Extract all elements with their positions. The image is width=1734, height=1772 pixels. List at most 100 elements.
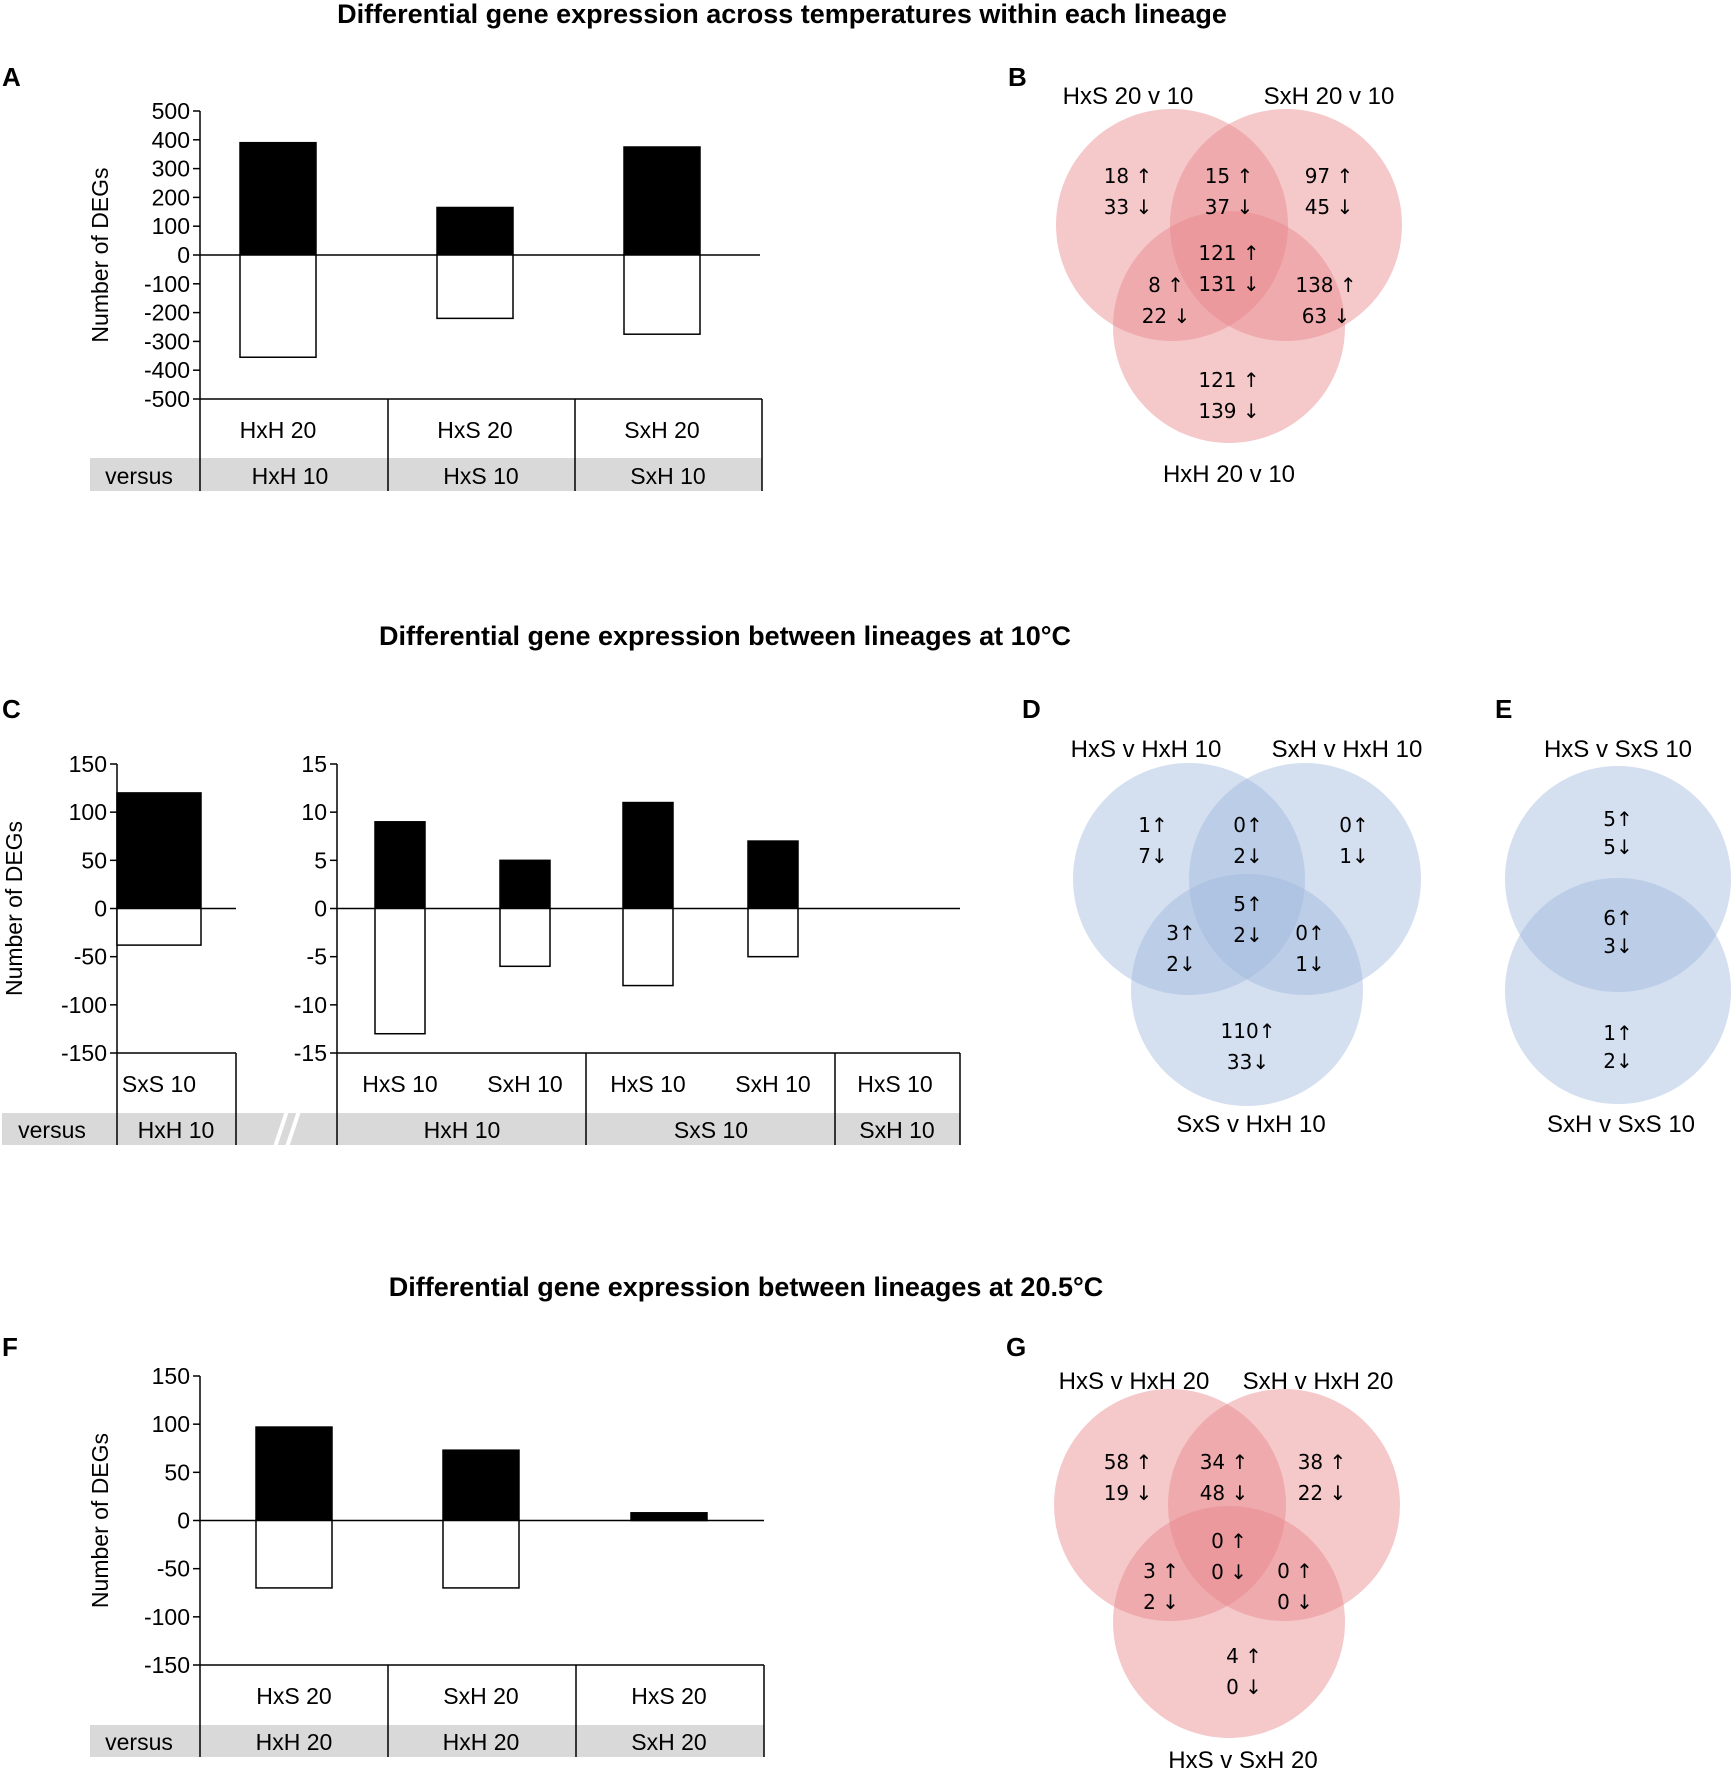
versus-label: versus: [105, 463, 173, 489]
versus-category-label: HxH 20: [443, 1729, 520, 1755]
venn-set-label: HxS v HxH 10: [1071, 736, 1222, 763]
versus-category-label: HxH 20: [256, 1729, 333, 1755]
venn-circle-2: [1170, 109, 1402, 341]
bar-up: [239, 141, 317, 256]
versus-category-label: HxH 10: [424, 1117, 501, 1143]
y-tick-label: 0: [177, 1508, 190, 1534]
category-label: SxS 10: [122, 1071, 196, 1097]
bar-down: [374, 907, 426, 1035]
y-tick-label: 50: [164, 1459, 190, 1485]
y-axis-label: Number of DEGs: [87, 1433, 113, 1608]
bar-down: [436, 254, 514, 320]
panel-label-G: G: [1006, 1332, 1026, 1362]
venn-diagram-G: HxS v HxH 20 SxH v HxH 20 HxS v SxH 20 58 ↑…: [1054, 1368, 1400, 1772]
venn-region-count: 1↓: [1295, 952, 1324, 976]
venn-region-count: 34 ↑: [1200, 1450, 1249, 1474]
venn-circle-1: [1056, 109, 1288, 341]
venn-set-label: SxH 20 v 10: [1264, 83, 1395, 110]
category-label: SxH 10: [487, 1071, 562, 1097]
venn-region-count: 0 ↓: [1211, 1560, 1247, 1584]
category-label: SxH 20: [624, 417, 699, 443]
venn-circle-1: [1073, 763, 1305, 995]
y-tick-label: 50: [81, 847, 107, 873]
versus-category-label: SxH 10: [859, 1117, 934, 1143]
y-tick-label: -500: [144, 386, 190, 412]
y-tick-label: -200: [144, 300, 190, 326]
panel-label-E: E: [1495, 694, 1512, 724]
bar-up: [499, 859, 551, 910]
category-label: HxS 20: [437, 417, 512, 443]
venn-circle-1: [1054, 1389, 1286, 1621]
venn-region-count: 1↑: [1138, 813, 1167, 837]
venn-region-count: 0↑: [1233, 813, 1262, 837]
venn-region-count: 1↓: [1339, 844, 1368, 868]
bar-down: [747, 907, 799, 958]
versus-row-shade: [338, 1113, 960, 1145]
bar-up: [630, 1512, 708, 1522]
y-tick-label: 15: [301, 751, 327, 777]
y-tick-label: 300: [152, 156, 190, 182]
venn-region-count: 15 ↑: [1205, 164, 1254, 188]
bar-up: [623, 146, 701, 256]
venn-region-count: 38 ↑: [1298, 1450, 1347, 1474]
panel-label-F: F: [2, 1332, 18, 1362]
venn-region-count: 3 ↑: [1143, 1559, 1179, 1583]
y-tick-label: -100: [144, 1604, 190, 1630]
venn-region-count: 0↑: [1295, 921, 1324, 945]
title-top: Differential gene expression across temp…: [337, 0, 1227, 29]
y-tick-label: 100: [152, 1411, 190, 1437]
venn-region-count: 18 ↑: [1104, 164, 1153, 188]
venn-region-count: 5↑: [1233, 892, 1262, 916]
category-label: HxS 20: [631, 1683, 706, 1709]
venn-circle-2: [1168, 1389, 1400, 1621]
y-tick-label: 5: [314, 847, 327, 873]
y-tick-label: 10: [301, 799, 327, 825]
versus-category-label: SxH 20: [631, 1729, 706, 1755]
venn-region-count: 3↓: [1603, 934, 1632, 958]
axis-break-mark: [273, 1110, 289, 1148]
panel-label-B: B: [1008, 62, 1027, 92]
venn-region-count: 97 ↑: [1305, 164, 1354, 188]
venn-region-count: 4 ↑: [1226, 1644, 1262, 1668]
panel-label-C: C: [2, 694, 21, 724]
bar-chart-F: 150 100 50 0 -50 -100 -150 Number of DEGs HxS 20…: [87, 1363, 765, 1757]
bar-up: [436, 206, 514, 256]
bar-down: [622, 907, 674, 987]
venn-region-count: 37 ↓: [1205, 195, 1254, 219]
venn-region-count: 2 ↓: [1143, 1590, 1179, 1614]
title-bottom: Differential gene expression between lin…: [389, 1272, 1104, 1302]
y-tick-label: -5: [307, 944, 327, 970]
y-tick-label: 100: [152, 213, 190, 239]
venn-region-count: 22 ↓: [1142, 304, 1191, 328]
y-tick-label: 400: [152, 127, 190, 153]
venn-region-count: 121 ↑: [1198, 368, 1259, 392]
venn-region-count: 8 ↑: [1148, 273, 1184, 297]
bar-up: [747, 840, 799, 910]
versus-category-label: SxS 10: [674, 1117, 748, 1143]
bar-down: [499, 907, 551, 968]
category-label: HxS 20: [256, 1683, 331, 1709]
bar-down: [255, 1519, 333, 1589]
venn-set-label: HxH 20 v 10: [1163, 461, 1295, 488]
venn-region-count: 5↑: [1603, 807, 1632, 831]
category-label: HxS 10: [362, 1071, 437, 1097]
y-tick-label: -400: [144, 357, 190, 383]
venn-region-count: 19 ↓: [1104, 1481, 1153, 1505]
venn-set-label: SxH v HxH 10: [1272, 736, 1423, 763]
category-label: HxS 10: [610, 1071, 685, 1097]
y-tick-label: 500: [152, 98, 190, 124]
venn-diagram-E: HxS v SxS 10 SxH v SxS 10 5↑ 5↓ 6↑ 3↓ 1↑ 2↓: [1505, 736, 1731, 1138]
venn-set-label: SxH v SxS 10: [1547, 1111, 1695, 1138]
category-label: HxS 10: [857, 1071, 932, 1097]
axis-break-mark: [285, 1110, 301, 1148]
venn-region-count: 0 ↓: [1277, 1590, 1313, 1614]
bar-up: [374, 821, 426, 910]
y-tick-label: -15: [294, 1040, 327, 1066]
panel-label-A: A: [2, 62, 21, 92]
venn-set-label: HxS v HxH 20: [1059, 1368, 1210, 1395]
category-label: SxH 10: [735, 1071, 810, 1097]
y-tick-label: -50: [157, 1556, 190, 1582]
y-tick-label: 100: [69, 799, 107, 825]
